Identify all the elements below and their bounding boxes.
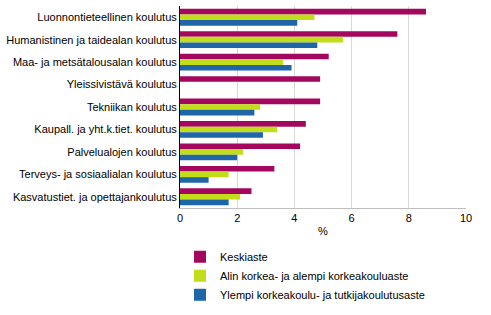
svg-text:6: 6 (349, 212, 355, 224)
svg-text:0: 0 (177, 212, 183, 224)
svg-text:Palvelualojen koulutus: Palvelualojen koulutus (67, 146, 177, 158)
svg-text:Luonnontieteellinen koulutus: Luonnontieteellinen koulutus (37, 11, 177, 23)
svg-text:4: 4 (291, 212, 297, 224)
svg-text:Yleissivistävä koulutus: Yleissivistävä koulutus (67, 78, 178, 90)
svg-text:Humanistinen ja taidealan koul: Humanistinen ja taidealan koulutus (6, 34, 177, 46)
svg-text:2: 2 (234, 212, 240, 224)
svg-text:Tekniikan koulutus: Tekniikan koulutus (87, 101, 177, 113)
svg-text:Maa- ja metsätalousalan koulut: Maa- ja metsätalousalan koulutus (13, 56, 177, 68)
svg-text:Ylempi korkeakoulu- ja tutkija: Ylempi korkeakoulu- ja tutkijakoulutusas… (220, 289, 425, 301)
svg-text:Terveys- ja sosiaalialan koulu: Terveys- ja sosiaalialan koulutus (19, 168, 177, 180)
svg-text:Alin korkea- ja alempi korkeak: Alin korkea- ja alempi korkeakouluaste (220, 270, 408, 282)
svg-text:10: 10 (460, 212, 472, 224)
svg-text:Kaupall. ja yht.k.tiet. koulut: Kaupall. ja yht.k.tiet. koulutus (34, 123, 177, 135)
svg-text:8: 8 (406, 212, 412, 224)
svg-text:Keskiaste: Keskiaste (220, 251, 268, 263)
svg-text:Kasvatustiet. ja opettajankoul: Kasvatustiet. ja opettajankoulutus (13, 191, 177, 203)
svg-text:%: % (318, 225, 328, 237)
